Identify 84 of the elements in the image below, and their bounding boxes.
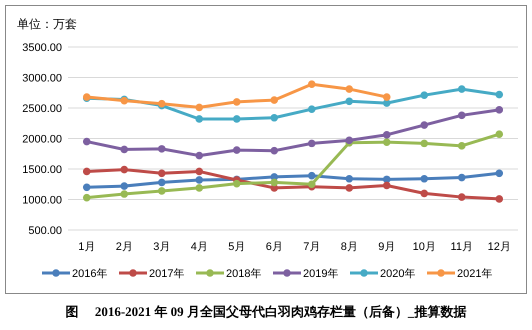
point xyxy=(458,193,466,201)
point xyxy=(270,96,278,104)
point xyxy=(308,180,316,188)
point xyxy=(420,91,428,99)
point xyxy=(232,98,241,106)
point xyxy=(308,172,316,180)
point xyxy=(82,168,91,176)
point xyxy=(382,176,391,184)
point xyxy=(495,195,504,203)
caption: 图 2016-2021 年 09 月全国父母代白羽肉鸡存栏量（后备）_推算数据 xyxy=(66,304,466,319)
x-tick-label: 3月 xyxy=(153,241,170,253)
x-tick-label: 5月 xyxy=(228,241,246,253)
point xyxy=(308,105,316,114)
point xyxy=(458,142,466,150)
point xyxy=(420,190,428,198)
y-tick-label: 2500.00 xyxy=(22,103,62,115)
point xyxy=(382,138,391,146)
y-axis-title: 单位：万套 xyxy=(17,17,77,31)
legend-label: 2019年 xyxy=(303,268,338,280)
x-tick-label: 9月 xyxy=(378,241,396,253)
point xyxy=(195,115,204,123)
point xyxy=(345,174,354,183)
x-tick-label: 8月 xyxy=(340,241,358,253)
point xyxy=(495,169,504,178)
x-tick-label: 12月 xyxy=(488,241,511,253)
point xyxy=(382,93,391,101)
x-tick-label: 7月 xyxy=(303,241,320,253)
point xyxy=(270,146,278,154)
x-tick-label: 4月 xyxy=(190,241,208,253)
point xyxy=(158,187,166,195)
point xyxy=(495,130,504,138)
legend-label: 2018年 xyxy=(226,268,262,280)
point xyxy=(458,85,466,93)
point xyxy=(120,146,128,154)
point xyxy=(195,168,204,176)
x-tick-label: 1月 xyxy=(78,241,96,253)
point xyxy=(82,194,91,202)
point xyxy=(495,90,504,98)
y-tick-label: 2000.00 xyxy=(22,134,62,146)
x-tick-label: 10月 xyxy=(412,241,436,253)
point xyxy=(345,85,354,93)
legend-label: 2016年 xyxy=(72,268,108,280)
point xyxy=(420,140,428,148)
legend-label: 2020年 xyxy=(380,268,416,280)
point xyxy=(458,112,466,120)
point xyxy=(232,146,241,154)
point xyxy=(82,138,91,146)
point xyxy=(232,180,241,188)
point xyxy=(232,115,241,123)
legend-label: 2017年 xyxy=(149,268,184,280)
point xyxy=(345,184,354,192)
point xyxy=(120,182,128,190)
point xyxy=(270,114,278,122)
point xyxy=(82,184,91,192)
point xyxy=(270,178,278,186)
x-tick-label: 2月 xyxy=(116,241,133,253)
point xyxy=(382,131,391,139)
x-tick-label: 6月 xyxy=(266,241,283,253)
point xyxy=(345,136,354,144)
point xyxy=(420,121,428,129)
point xyxy=(308,80,316,88)
y-tick-label: 3000.00 xyxy=(22,72,62,84)
point xyxy=(158,145,166,153)
y-tick-label: 3500.00 xyxy=(22,42,62,54)
point xyxy=(382,99,391,107)
y-tick-label: 500.00 xyxy=(28,225,62,237)
point xyxy=(195,104,204,112)
point xyxy=(420,174,428,183)
point xyxy=(308,140,316,148)
y-tick-label: 1000.00 xyxy=(22,194,62,206)
point xyxy=(495,106,504,114)
point xyxy=(195,176,204,184)
x-tick-label: 11月 xyxy=(450,241,473,253)
point xyxy=(458,174,466,182)
point xyxy=(120,166,128,174)
point xyxy=(382,182,391,190)
point xyxy=(120,190,128,198)
point xyxy=(345,97,354,106)
point xyxy=(158,169,166,178)
y-tick-label: 1500.00 xyxy=(22,164,62,176)
point xyxy=(158,178,166,186)
point xyxy=(195,152,204,160)
legend-label: 2021年 xyxy=(457,268,492,280)
point xyxy=(195,184,204,192)
